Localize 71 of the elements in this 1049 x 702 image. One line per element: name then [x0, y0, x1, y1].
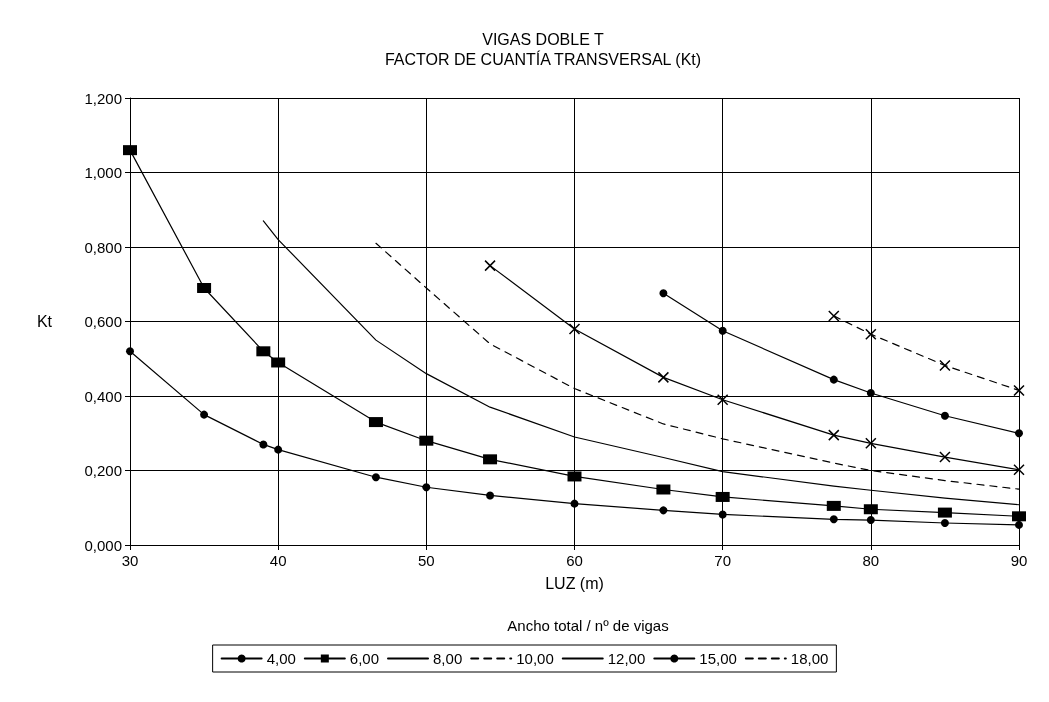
point	[570, 499, 579, 508]
y-tick-label: 0,400	[84, 387, 122, 405]
point	[718, 326, 727, 335]
y-tick-label: 0,800	[84, 238, 122, 256]
point	[484, 259, 496, 272]
x-tick-label: 70	[714, 552, 732, 569]
x-tick-label: 40	[269, 552, 287, 569]
x-axis-title: LUZ (m)	[545, 574, 604, 592]
chart-title: VIGAS DOBLE T	[482, 30, 604, 48]
x-tick-label: 60	[566, 552, 583, 569]
point	[197, 282, 212, 293]
legend-label: 10,00	[516, 650, 554, 667]
x-tick-label: 80	[862, 552, 880, 569]
point	[659, 506, 668, 515]
point	[1012, 511, 1026, 522]
point	[863, 504, 878, 515]
point	[937, 507, 952, 518]
point	[486, 491, 495, 500]
y-tick-label: 1,200	[84, 89, 122, 107]
point	[865, 437, 877, 450]
point	[715, 491, 730, 502]
point	[940, 519, 949, 528]
point	[718, 510, 727, 519]
legend-title: Ancho total / nº de vigas	[507, 617, 669, 634]
point	[939, 359, 951, 372]
point	[659, 289, 668, 298]
point	[716, 393, 729, 406]
point	[828, 429, 840, 441]
point	[371, 473, 380, 482]
point	[1015, 520, 1023, 529]
point	[483, 454, 498, 465]
point	[422, 483, 431, 492]
point	[939, 451, 951, 463]
legend-label: 6,00	[349, 650, 380, 667]
point	[1013, 384, 1025, 397]
legend-label: 15,00	[699, 650, 737, 667]
point	[274, 445, 283, 454]
point	[866, 516, 875, 525]
y-axis-title: Kt	[36, 313, 53, 330]
point	[271, 357, 286, 368]
point	[123, 145, 137, 156]
point	[568, 323, 581, 335]
x-tick-label: 90	[1010, 552, 1028, 569]
legend-label: 8,00	[433, 650, 463, 667]
y-tick-label: 0,200	[84, 462, 122, 479]
point	[256, 346, 271, 357]
point	[656, 484, 671, 495]
point	[829, 375, 838, 384]
x-tick-label: 30	[121, 552, 139, 569]
y-tick-label: 0,000	[84, 536, 122, 554]
point	[419, 435, 434, 446]
y-tick-label: 1,000	[84, 164, 122, 181]
point	[259, 440, 268, 449]
point	[826, 500, 841, 511]
point	[829, 515, 838, 524]
point	[657, 371, 670, 384]
legend-label: 4,00	[266, 650, 296, 667]
x-tick-label: 50	[417, 552, 435, 569]
y-tick-label: 0,600	[84, 313, 122, 330]
point	[368, 417, 383, 428]
chart-subtitle: FACTOR DE CUANTÍA TRANSVERSAL (Kt)	[384, 49, 702, 68]
point	[1015, 429, 1023, 438]
point	[567, 471, 582, 482]
point	[828, 310, 840, 322]
point	[1013, 464, 1025, 476]
point	[200, 410, 209, 419]
point	[865, 328, 877, 340]
legend-label: 12,00	[607, 650, 646, 667]
point	[940, 411, 949, 420]
point	[126, 347, 134, 356]
legend-label: 18,00	[790, 650, 829, 667]
